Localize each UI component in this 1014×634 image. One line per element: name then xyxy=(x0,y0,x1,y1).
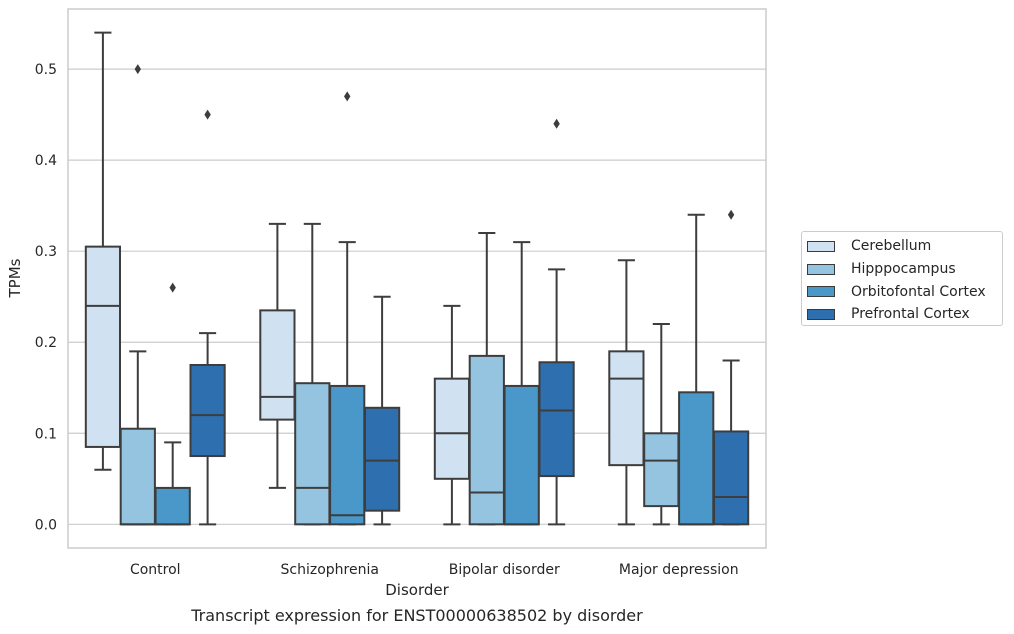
x-axis-label: Disorder xyxy=(385,581,449,599)
box-iqr xyxy=(154,486,191,526)
y-tick-label: 0.5 xyxy=(35,62,57,78)
legend-swatch xyxy=(807,286,835,298)
y-tick-label: 0.2 xyxy=(35,335,57,351)
legend: Cerebellum Hipppocampus Orbitofontal Corte… xyxy=(801,231,1003,326)
box-series xyxy=(84,31,750,526)
box-iqr xyxy=(119,427,156,526)
y-axis-label: TPMs xyxy=(6,258,24,298)
box-iqr xyxy=(329,384,366,526)
box-schizophrenia xyxy=(329,91,366,526)
box-iqr xyxy=(363,406,401,512)
box-major-depression xyxy=(678,213,715,526)
box-iqr xyxy=(608,350,645,467)
legend-swatch xyxy=(807,308,835,320)
x-axis-ticks: Control Schizophrenia Bipolar disorder Majo… xyxy=(130,562,739,578)
legend-swatch xyxy=(807,240,835,252)
y-axis-ticks: 0.0 0.1 0.2 0.3 0.4 0.5 xyxy=(35,62,57,533)
legend-label: Hipppocampus xyxy=(851,261,956,278)
x-tick-label: Major depression xyxy=(619,562,739,578)
box-control xyxy=(119,64,156,526)
box-iqr xyxy=(84,245,122,448)
y-tick-label: 0.4 xyxy=(35,153,57,169)
box-schizophrenia xyxy=(363,295,401,526)
series-prefrontal-cortex xyxy=(189,109,750,526)
outlier-point xyxy=(727,209,735,220)
x-tick-label: Control xyxy=(130,562,181,578)
y-tick-label: 0.1 xyxy=(35,426,57,442)
outlier-point xyxy=(204,109,211,120)
box-major-depression xyxy=(712,209,750,526)
legend-label: Cerebellum xyxy=(851,238,932,255)
box-bipolar-disorder xyxy=(433,304,471,526)
legend-label: Prefrontal Cortex xyxy=(851,306,970,323)
box-iqr xyxy=(189,363,226,458)
outlier-point xyxy=(134,64,141,75)
box-iqr xyxy=(538,361,575,478)
box-schizophrenia xyxy=(259,222,296,489)
box-iqr xyxy=(712,430,750,526)
box-iqr xyxy=(433,377,471,480)
legend-item: Hipppocampus xyxy=(807,258,1002,281)
box-control xyxy=(154,282,191,526)
box-schizophrenia xyxy=(294,222,331,526)
y-tick-label: 0.3 xyxy=(35,244,57,260)
outlier-point xyxy=(553,118,560,129)
box-bipolar-disorder xyxy=(468,231,505,526)
box-iqr xyxy=(259,309,296,421)
box-control xyxy=(84,31,122,471)
legend-item: Cerebellum xyxy=(807,235,1002,258)
box-bipolar-disorder xyxy=(503,241,540,526)
x-tick-label: Bipolar disorder xyxy=(449,562,560,578)
box-iqr xyxy=(643,432,680,508)
box-major-depression xyxy=(643,323,680,526)
figure-caption: Transcript expression for ENST0000063850… xyxy=(191,606,643,625)
box-major-depression xyxy=(608,259,645,526)
y-tick-label: 0.0 xyxy=(35,517,57,533)
box-iqr xyxy=(294,382,331,526)
outlier-point xyxy=(169,282,176,293)
series-orbitofontal-cortex xyxy=(154,91,715,526)
outlier-point xyxy=(344,91,351,102)
plot-frame xyxy=(67,8,767,549)
series-hipppocampus xyxy=(119,64,680,526)
box-iqr xyxy=(468,354,505,526)
x-tick-label: Schizophrenia xyxy=(281,562,379,578)
legend-swatch xyxy=(807,263,835,275)
legend-item: Orbitofontal Cortex xyxy=(807,280,1002,303)
box-iqr xyxy=(503,384,540,526)
legend-item: Prefrontal Cortex xyxy=(807,303,1002,326)
legend-label: Orbitofontal Cortex xyxy=(851,283,986,300)
series-cerebellum xyxy=(84,31,645,526)
box-bipolar-disorder xyxy=(538,118,575,526)
box-iqr xyxy=(678,391,715,526)
box-control xyxy=(189,109,226,526)
grid-lines xyxy=(68,68,766,525)
